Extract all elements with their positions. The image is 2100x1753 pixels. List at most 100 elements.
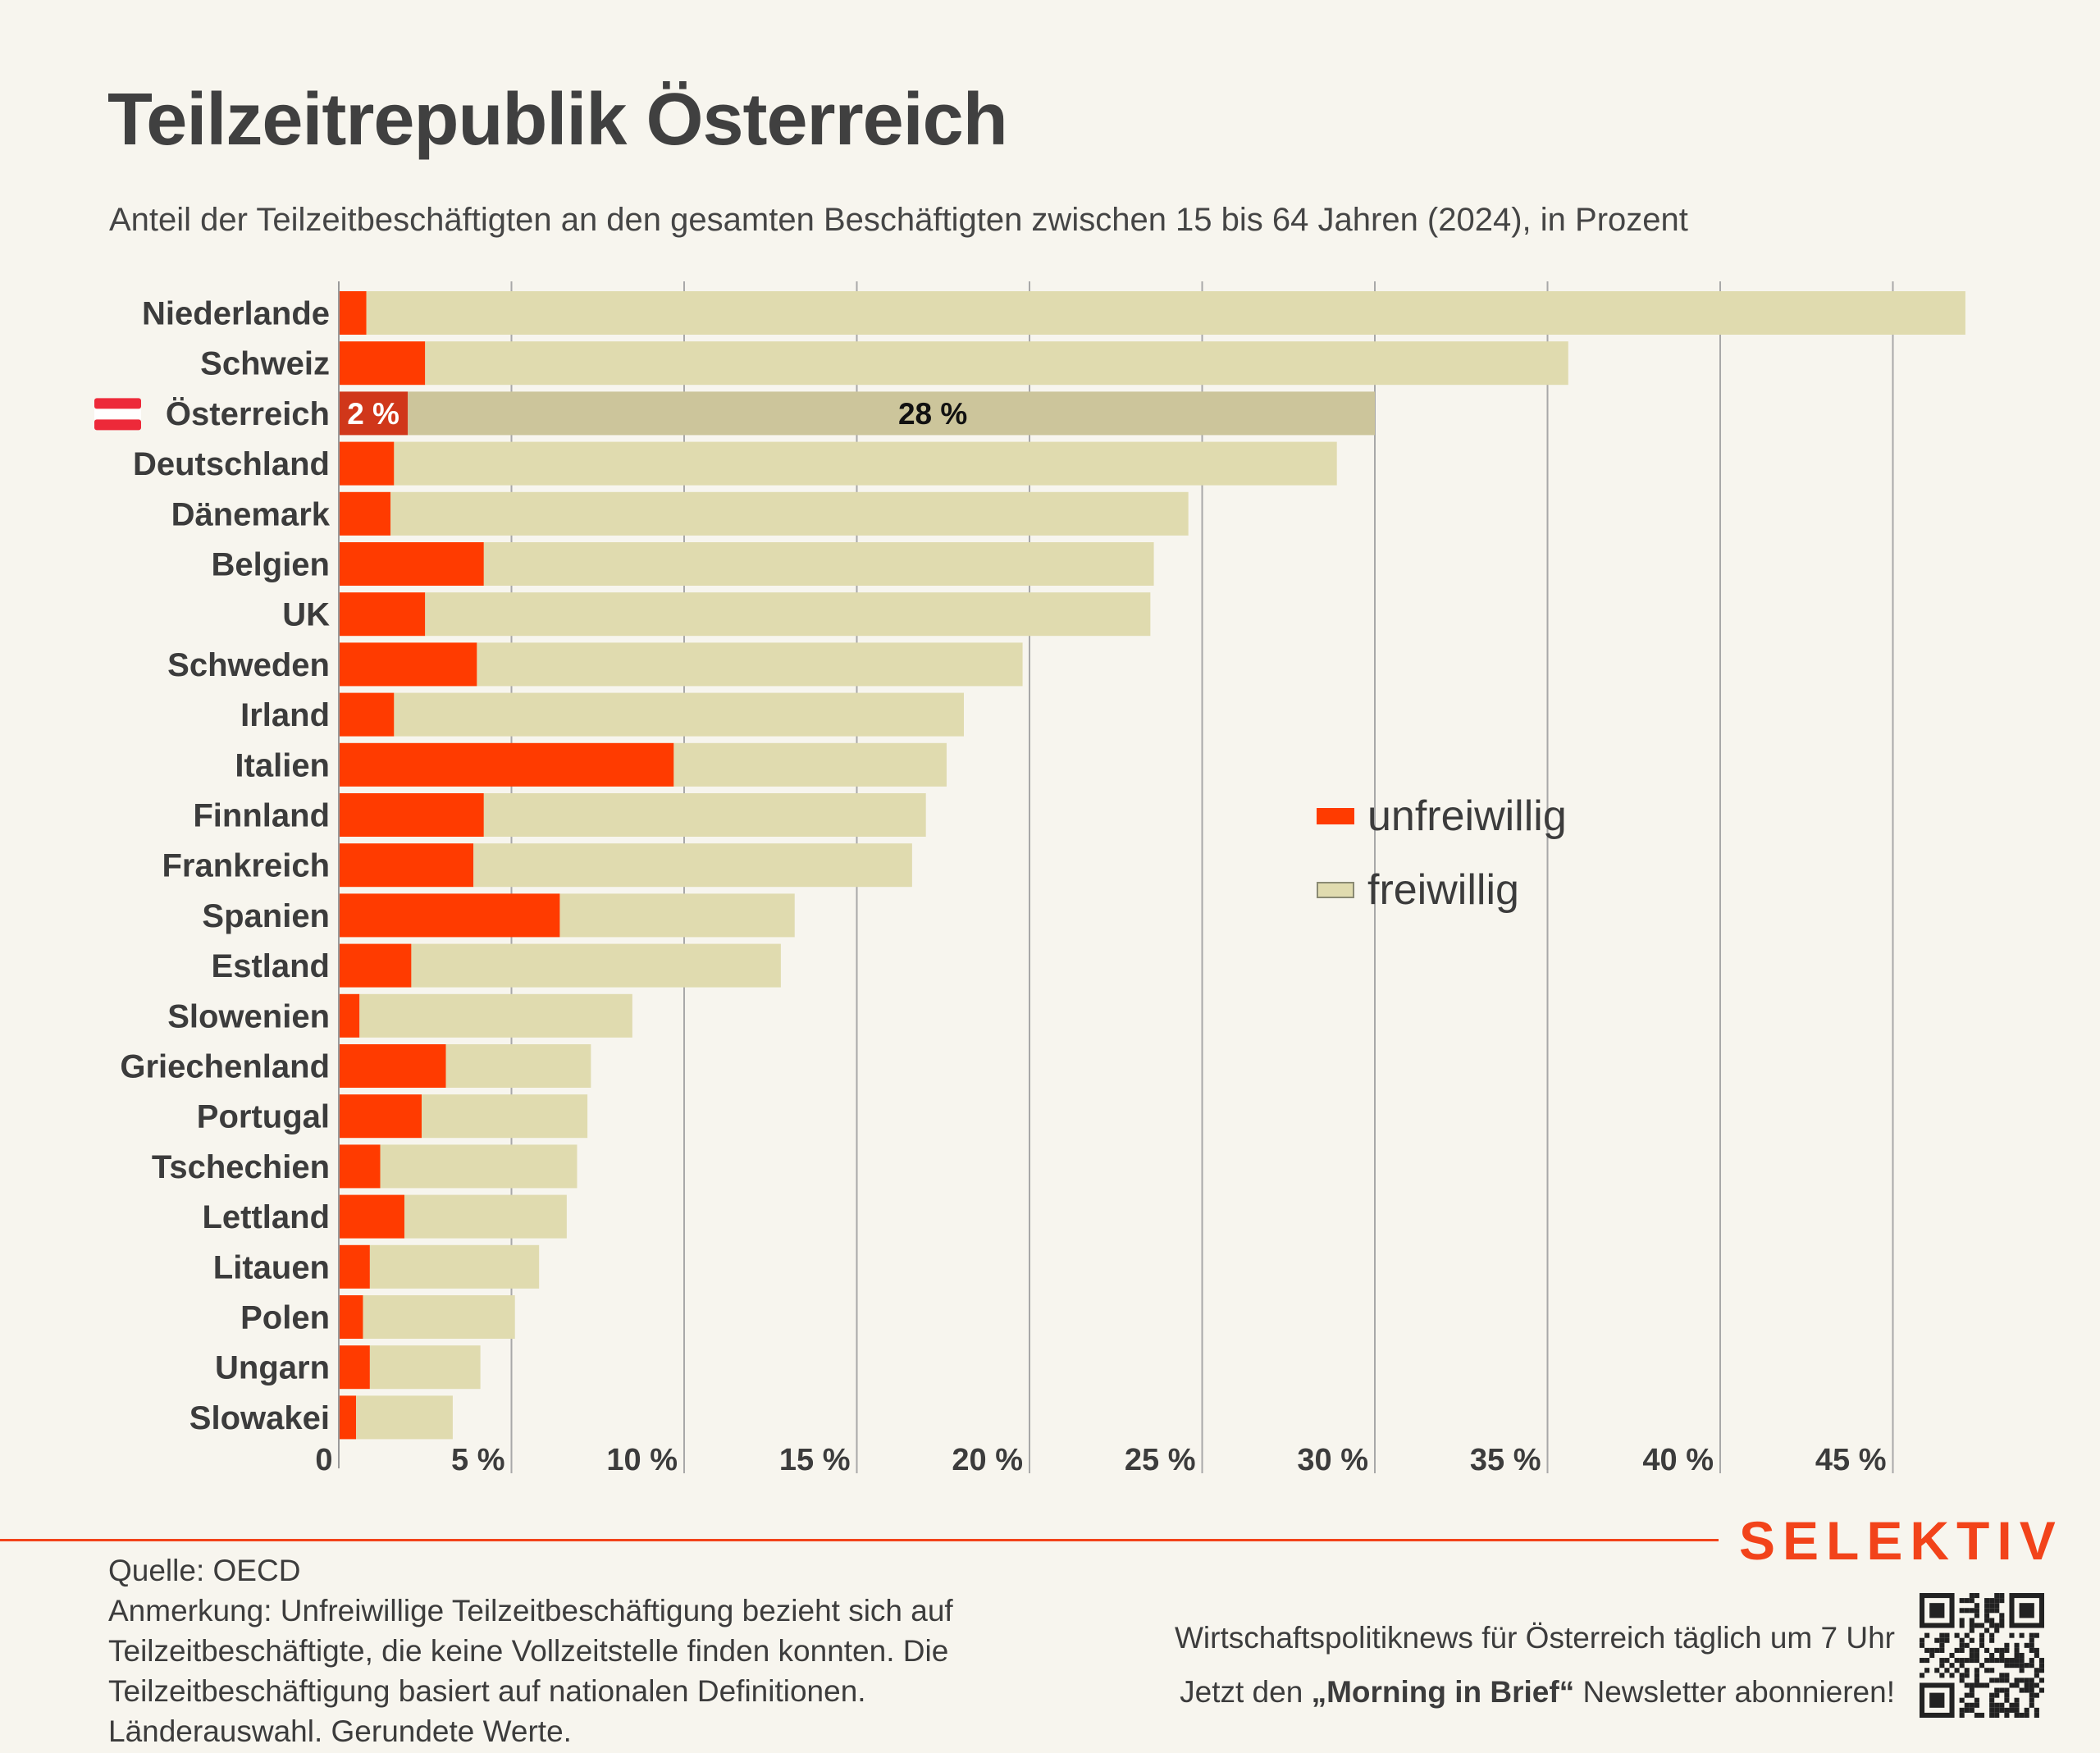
source-note: Quelle: OECD: [108, 1554, 301, 1587]
x-tick-label: 30 %: [1297, 1443, 1368, 1477]
category-label: Slowakei: [189, 1400, 330, 1436]
x-tick-label: 0: [315, 1443, 332, 1477]
category-label: Lettland: [202, 1199, 330, 1235]
legend-swatch-voluntary: [1317, 882, 1354, 898]
bar-unfreiwillig: [339, 943, 412, 988]
bar-freiwillig: [356, 1395, 453, 1440]
bar-freiwillig: [363, 1295, 515, 1339]
category-label: Estland: [212, 948, 330, 984]
x-tick-label: 5 %: [451, 1443, 504, 1477]
bar-freiwillig: [411, 943, 781, 988]
footer-divider: [0, 1539, 1719, 1541]
bar-freiwillig: [445, 1044, 591, 1088]
x-tick-label: 10 %: [606, 1443, 678, 1477]
bar-freiwillig: [408, 391, 1376, 436]
legend-swatch-involuntary: [1317, 808, 1354, 824]
bar-freiwillig: [366, 291, 1965, 335]
category-label: Belgien: [212, 547, 330, 583]
legend-item-involuntary: unfreiwillig: [1317, 779, 1567, 853]
qr-code-icon[interactable]: [1920, 1593, 2044, 1718]
bar-chart: Niederlande Schweiz Österreich 2 % 28 % Deuts…: [94, 281, 1965, 1477]
category-label: Schweiz: [200, 346, 330, 382]
bar-unfreiwillig: [339, 843, 474, 888]
category-label: Frankreich: [162, 848, 330, 884]
bar-freiwillig: [404, 1194, 567, 1239]
category-label: Polen: [240, 1300, 330, 1336]
x-tick-label: 45 %: [1815, 1443, 1887, 1477]
bar-unfreiwillig: [339, 1044, 446, 1088]
bar-unfreiwillig: [339, 592, 426, 637]
bar-freiwillig: [483, 542, 1154, 586]
bar-freiwillig: [380, 1144, 578, 1189]
category-label: Dänemark: [171, 496, 331, 532]
category-label: Portugal: [197, 1099, 330, 1135]
legend: unfreiwillig freiwillig: [1317, 779, 1567, 927]
category-label: Deutschland: [133, 446, 330, 482]
austria-flag-stripe: [94, 419, 141, 431]
bar-unfreiwillig: [339, 542, 484, 586]
bar-unfreiwillig: [339, 692, 395, 737]
category-label: Finnland: [193, 798, 330, 834]
x-tick-label: 35 %: [1470, 1443, 1541, 1477]
category-label: Italien: [235, 747, 330, 783]
bar-unfreiwillig: [339, 793, 484, 837]
bar-unfreiwillig: [339, 491, 391, 536]
category-label: UK: [282, 597, 330, 633]
category-label: Schweden: [167, 647, 330, 683]
x-tick-label: 40 %: [1642, 1443, 1714, 1477]
bar-unfreiwillig: [339, 1345, 370, 1390]
category-label: Irland: [240, 697, 330, 733]
legend-label-involuntary: unfreiwillig: [1367, 792, 1567, 840]
bar-unfreiwillig: [339, 642, 477, 687]
bar-freiwillig: [473, 843, 912, 888]
bar-unfreiwillig: [339, 1395, 357, 1440]
bar-unfreiwillig: [339, 1295, 363, 1339]
x-tick-label: 20 %: [952, 1443, 1023, 1477]
promo-line-2: Jetzt den „Morning in Brief“ Newsletter …: [1180, 1675, 1895, 1709]
bar-unfreiwillig: [339, 1194, 404, 1239]
bar-freiwillig: [369, 1244, 540, 1289]
promo-line-1: Wirtschaftspolitiknews für Österreich tä…: [1175, 1621, 1895, 1655]
bar-freiwillig: [673, 742, 947, 787]
x-tick-label: 15 %: [779, 1443, 851, 1477]
category-label: Griechenland: [120, 1049, 330, 1085]
bar-unfreiwillig: [339, 341, 426, 386]
bar-freiwillig: [394, 441, 1337, 486]
bar-freiwillig: [483, 793, 926, 837]
footnotes: Quelle: OECD Anmerkung: Unfreiwillige Te…: [108, 1550, 1043, 1751]
chart-subtitle: Anteil der Teilzeitbeschäftigten an den …: [109, 202, 1688, 238]
austria-flag-stripe: [94, 409, 141, 420]
category-label: Ungarn: [215, 1350, 330, 1386]
newsletter-name[interactable]: „Morning in Brief“: [1311, 1675, 1575, 1709]
bar-freiwillig: [422, 1094, 588, 1139]
category-label: Niederlande: [142, 296, 330, 332]
bar-freiwillig: [559, 893, 795, 938]
category-label: Tschechien: [152, 1149, 330, 1185]
remark-note: Anmerkung: Unfreiwillige Teilzeitbeschäf…: [108, 1594, 953, 1748]
data-label-unfreiwillig: 2 %: [347, 397, 399, 431]
bar-freiwillig: [477, 642, 1023, 687]
bar-freiwillig: [425, 341, 1568, 386]
legend-label-voluntary: freiwillig: [1367, 866, 1519, 914]
bar-unfreiwillig: [339, 993, 360, 1038]
newsletter-promo: Wirtschaftspolitiknews für Österreich tä…: [1175, 1611, 1895, 1719]
bar-unfreiwillig: [339, 893, 560, 938]
bar-freiwillig: [359, 993, 632, 1038]
category-label: Spanien: [202, 898, 330, 934]
bar-freiwillig: [394, 692, 965, 737]
bar-unfreiwillig: [339, 1144, 381, 1189]
bar-unfreiwillig: [339, 441, 395, 486]
bar-unfreiwillig: [339, 1244, 370, 1289]
bar-unfreiwillig: [339, 742, 674, 787]
x-tick-label: 25 %: [1125, 1443, 1196, 1477]
austria-flag-icon: [94, 398, 141, 409]
bar-freiwillig: [425, 592, 1151, 637]
category-label: Österreich: [166, 395, 330, 432]
bar-freiwillig: [369, 1345, 481, 1390]
bar-unfreiwillig: [339, 1094, 422, 1139]
data-label-freiwillig: 28 %: [898, 397, 967, 431]
bar-freiwillig: [390, 491, 1189, 536]
bar-unfreiwillig: [339, 291, 367, 335]
chart-title: Teilzeitrepublik Österreich: [107, 79, 1008, 161]
category-label: Slowenien: [167, 998, 330, 1034]
